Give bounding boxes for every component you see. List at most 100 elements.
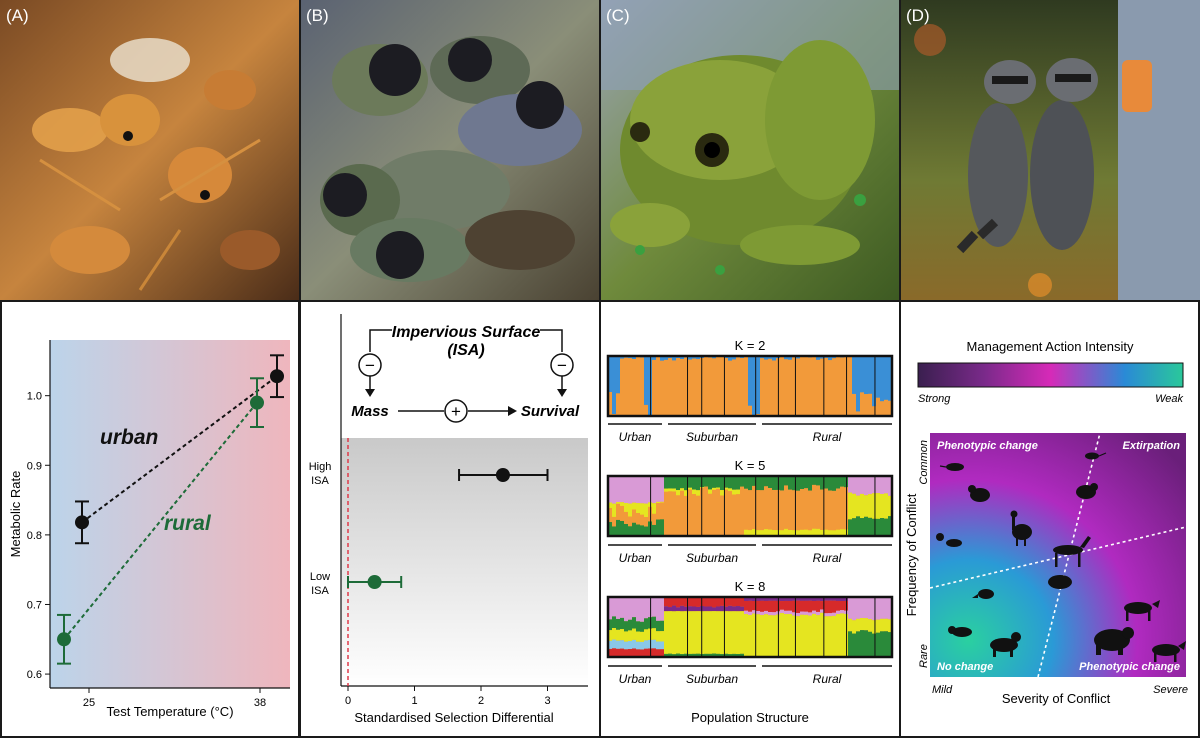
ancestry-segment [800,529,805,536]
ancestry-segment [824,357,829,416]
ancestry-segment [792,612,797,616]
ancestry-segment [828,476,833,491]
ancestry-segment [632,502,637,510]
ancestry-segment [768,356,773,359]
ancestry-segment [668,597,673,608]
ancestry-segment [608,356,613,392]
x-tick-label: 3 [544,695,550,707]
ancestry-segment [836,610,841,615]
ancestry-segment [868,631,873,657]
ancestry-segment [736,597,741,607]
ancestry-segment [624,649,629,657]
ancestry-segment [868,517,873,536]
ancestry-segment [824,616,829,657]
ancestry-segment [800,356,805,416]
ancestry-segment [816,600,821,612]
ancestry-segment [784,485,789,529]
ancestry-segment [608,522,613,536]
ancestry-segment [652,616,657,629]
rural-label: rural [164,512,212,535]
ancestry-segment [788,489,793,531]
ancestry-segment [836,488,841,530]
ancestry-segment [716,606,721,612]
ancestry-segment [876,356,881,398]
ancestry-segment [720,605,725,612]
ancestry-segment [836,597,841,601]
ancestry-segment [668,358,673,416]
ancestry-segment [788,614,793,657]
ancestry-segment [792,597,797,601]
ancestry-segment [636,597,641,622]
ancestry-segment [688,653,693,657]
ancestry-segment [880,476,885,494]
plus-circle [444,399,468,423]
ancestry-segment [808,600,813,613]
ancestry-segment [640,514,645,526]
ancestry-segment [768,529,773,536]
ancestry-segment [876,493,881,519]
ancestry-segment [860,597,865,619]
ancestry-segment [684,490,689,496]
rodent-icon [948,626,972,637]
ancestry-segment [620,648,625,657]
ancestry-segment [644,503,649,518]
ancestry-segment [664,606,669,612]
ancestry-segment [852,620,857,634]
rat-icon [939,463,964,471]
ancestry-segment [888,476,893,496]
ancestry-segment [780,357,785,416]
ancestry-segment [788,597,793,601]
ancestry-segment [672,360,677,416]
ancestry-segment [860,518,865,536]
ancestry-segment [764,597,769,601]
ancestry-segment [836,357,841,416]
ancestry-segment [764,476,769,487]
ancestry-segment [676,607,681,612]
ancestry-segment [784,476,789,486]
ancestry-segment [712,358,717,416]
ancestry-segment [848,519,853,536]
ancestry-segment [744,488,749,530]
ancestry-segment [880,493,885,519]
ancestry-segment [856,597,861,619]
ancestry-segment [728,360,733,416]
ancestry-segment [868,597,873,620]
ancestry-segment [736,653,741,657]
ant-colony-photo [0,0,300,300]
k2-label: K = 2 [735,338,766,353]
ancestry-segment [628,619,633,631]
ancestry-segment [860,618,865,631]
ancestry-segment [692,653,697,657]
ancestry-segment [760,530,765,536]
ancestry-segment [712,489,717,536]
ancestry-segment [780,601,785,610]
ancestry-segment [688,356,693,360]
ancestry-segment [676,476,681,491]
squirrel-icon [936,533,962,547]
ancestry-segment [612,503,617,517]
ancestry-segment [632,476,637,503]
ancestry-segment [664,476,669,489]
colorbar [917,362,1184,388]
ancestry-segment [660,597,665,621]
ancestry-segment [820,489,825,530]
ancestry-segment [748,614,753,657]
ancestry-segment [856,516,861,536]
ancestry-segment [636,503,641,513]
ancestry-segment [868,476,873,495]
k5-label: K = 5 [735,458,766,473]
ancestry-segment [808,615,813,657]
ancestry-segment [788,476,793,490]
ancestry-segment [656,356,661,416]
ancestry-segment [868,356,873,394]
ancestry-segment [712,487,717,490]
ancestry-segment [888,597,893,620]
ancestry-segment [636,356,641,416]
ancestry-segment [852,597,857,621]
ancestry-segment [680,488,685,491]
ancestry-segment [832,615,837,657]
ancestry-segment [820,358,825,416]
ancestry-segment [732,476,737,490]
ancestry-segment [692,489,697,495]
